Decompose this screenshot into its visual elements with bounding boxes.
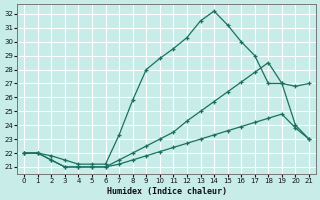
X-axis label: Humidex (Indice chaleur): Humidex (Indice chaleur) [107,187,227,196]
